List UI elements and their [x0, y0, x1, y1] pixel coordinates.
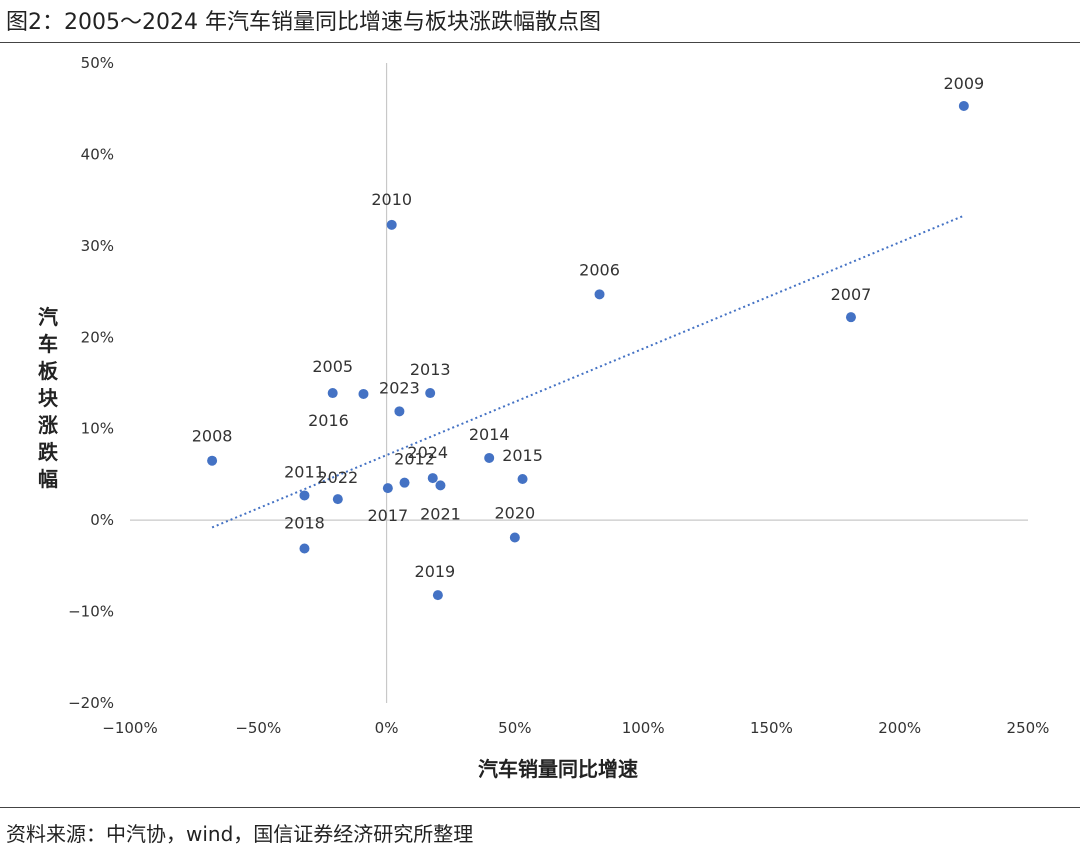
- point-label: 2008: [192, 427, 233, 446]
- data-point: [425, 388, 436, 399]
- x-tick-label: 250%: [1007, 719, 1050, 737]
- data-point: [594, 289, 605, 300]
- data-point: [394, 406, 405, 417]
- y-tick-label: −20%: [68, 694, 114, 712]
- point-label: 2010: [371, 190, 412, 209]
- data-point: [386, 219, 397, 230]
- top-rule: [0, 42, 1080, 43]
- x-tick-label: −50%: [235, 719, 281, 737]
- x-axis-label: 汽车销量同比增速: [478, 757, 638, 781]
- point-label: 2016: [308, 411, 349, 430]
- data-point: [332, 494, 343, 505]
- data-point: [958, 100, 969, 111]
- y-tick-label: 20%: [81, 328, 114, 346]
- point-label: 2013: [410, 360, 451, 379]
- y-axis-label: 汽车板块涨跌幅: [38, 305, 59, 491]
- y-tick-label: 0%: [90, 511, 114, 529]
- y-tick-label: 50%: [81, 54, 114, 72]
- point-label: 2017: [367, 506, 408, 525]
- x-tick-label: 0%: [375, 719, 399, 737]
- y-tick-labels: −20% −10% 0% 10% 20% 30% 40% 50%: [68, 54, 114, 712]
- point-label: 2007: [831, 285, 872, 304]
- data-point: [299, 490, 310, 501]
- source-note: 资料来源：中汽协，wind，国信证券经济研究所整理: [6, 822, 474, 846]
- data-point: [845, 312, 856, 323]
- data-point: [399, 477, 410, 488]
- point-label: 2021: [420, 504, 461, 523]
- point-label: 2018: [284, 513, 325, 532]
- point-label: 2006: [579, 260, 620, 279]
- point-label: 2023: [379, 378, 420, 397]
- scatter-chart: −20% −10% 0% 10% 20% 30% 40% 50% −100% −50% 0% 50%…: [38, 54, 1049, 781]
- data-point: [484, 452, 495, 463]
- point-label: 2014: [469, 425, 510, 444]
- axes-group: [130, 63, 1028, 703]
- y-tick-label: 40%: [81, 145, 114, 163]
- figure-title: 图2：2005～2024 年汽车销量同比增速与板块涨跌幅散点图: [6, 10, 601, 35]
- x-tick-label: 100%: [622, 719, 665, 737]
- x-tick-label: −100%: [102, 719, 157, 737]
- data-points: [207, 100, 969, 601]
- data-point: [299, 543, 310, 554]
- point-label: 2005: [312, 357, 353, 376]
- x-tick-label: 200%: [878, 719, 921, 737]
- point-label: 2022: [317, 468, 358, 487]
- point-label: 2011: [284, 462, 325, 481]
- data-point: [207, 455, 218, 466]
- data-point: [427, 473, 438, 484]
- point-label: 2020: [494, 504, 535, 523]
- y-tick-label: −10%: [68, 603, 114, 621]
- x-tick-label: 50%: [498, 719, 531, 737]
- x-tick-label: 150%: [750, 719, 793, 737]
- data-point: [435, 480, 446, 491]
- point-label: 2015: [502, 446, 543, 465]
- data-point: [358, 388, 369, 399]
- data-point: [509, 532, 520, 543]
- trendline: [211, 214, 965, 529]
- point-label: 2019: [415, 562, 456, 581]
- point-label: 2024: [407, 443, 448, 462]
- point-label: 2012: [394, 450, 435, 469]
- bottom-rule: [0, 807, 1080, 808]
- point-labels: 2005 2006 2007 2008 2009 2010 2011 2012 2013 2014…: [192, 74, 984, 581]
- data-point: [432, 590, 443, 601]
- x-tick-labels: −100% −50% 0% 50% 100% 150% 200% 250%: [102, 719, 1049, 737]
- point-label: 2009: [943, 74, 984, 93]
- y-tick-label: 30%: [81, 237, 114, 255]
- data-point: [327, 388, 338, 399]
- y-tick-label: 10%: [81, 420, 114, 438]
- data-point: [517, 474, 528, 484]
- trendline-group: [211, 214, 965, 529]
- data-point: [382, 483, 393, 494]
